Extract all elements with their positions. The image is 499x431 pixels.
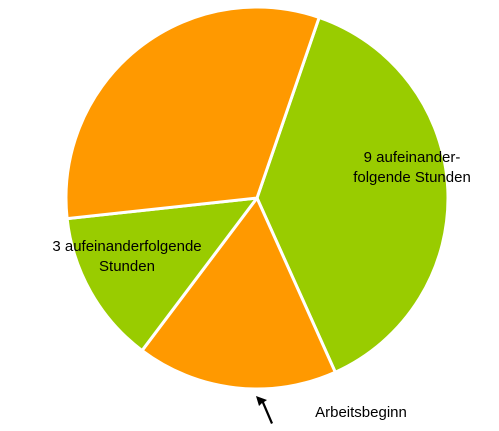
- cursor-arrow: [256, 396, 273, 424]
- slice-label: folgende Stunden: [353, 169, 471, 186]
- pie-slice: [64, 5, 321, 221]
- pie-slice: [255, 15, 450, 374]
- slice-label: Stunden: [99, 258, 155, 275]
- pie-slice: [65, 196, 259, 353]
- pie: [64, 5, 450, 391]
- pie-slice: [140, 196, 337, 391]
- slice-label: 3 aufeinanderfolgende: [52, 238, 201, 255]
- slice-label: Arbeitsbeginn: [315, 404, 407, 421]
- labels: 9 aufeinander-folgende Stunden Arbeitsbeg…: [52, 149, 470, 421]
- slice-label: 9 aufeinander-: [364, 149, 461, 166]
